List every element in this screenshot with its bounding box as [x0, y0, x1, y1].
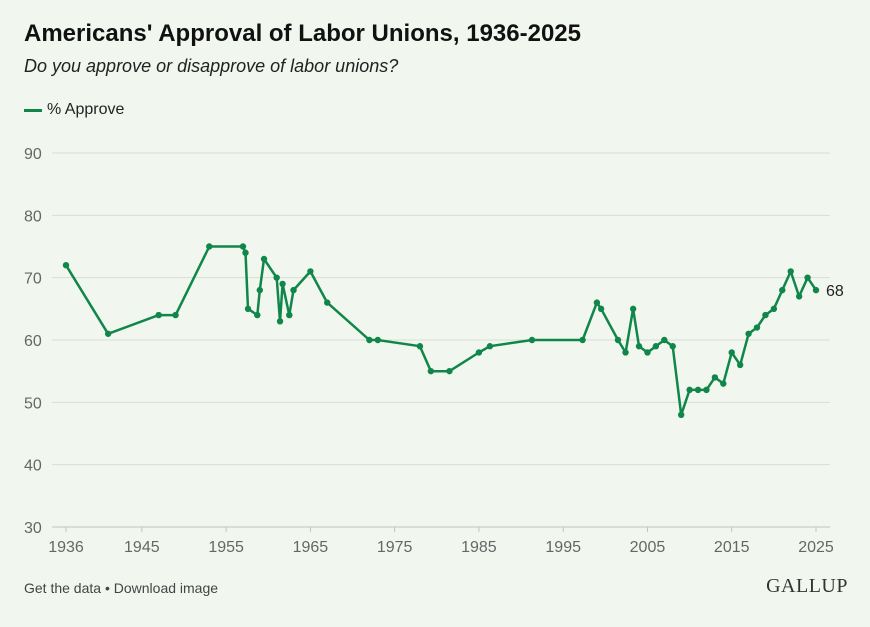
data-point: [787, 268, 794, 275]
get-data-link[interactable]: Get the data: [24, 580, 102, 596]
data-point: [804, 274, 811, 281]
y-tick-label: 50: [24, 395, 42, 412]
legend-label: % Approve: [47, 101, 125, 118]
series-line: [64, 245, 818, 417]
x-tick-label: 2015: [714, 539, 750, 556]
data-point: [622, 349, 629, 356]
data-point: [256, 286, 264, 294]
y-tick-label: 90: [24, 146, 42, 163]
data-point: [206, 243, 213, 250]
download-image-link[interactable]: Download image: [113, 580, 219, 596]
data-point: [155, 311, 162, 319]
x-tick-label: 1945: [124, 539, 160, 556]
data-point: [172, 311, 179, 319]
data-point: [239, 243, 247, 250]
data-point: [694, 386, 702, 394]
data-point: [286, 311, 293, 319]
data-point: [614, 336, 622, 344]
y-tick-label: 30: [24, 520, 42, 537]
x-tick-label: 1995: [545, 539, 581, 556]
x-tick-label: 2005: [630, 539, 666, 556]
data-point: [324, 299, 331, 306]
footer-separator: •: [104, 580, 110, 596]
data-point: [779, 286, 786, 294]
data-point: [244, 305, 252, 313]
data-point: [579, 336, 586, 344]
data-point: [290, 286, 297, 294]
data-point: [728, 349, 735, 356]
data-point: [635, 343, 643, 350]
x-tick-label: 2025: [798, 539, 834, 556]
data-point: [427, 367, 435, 375]
data-point: [753, 324, 761, 331]
y-tick-label: 60: [24, 333, 42, 350]
data-point: [528, 336, 536, 344]
data-point: [762, 311, 769, 319]
x-tick-label: 1936: [48, 539, 84, 556]
data-point: [795, 293, 803, 300]
chart-legend: % Approve: [24, 101, 124, 119]
data-point: [669, 343, 676, 350]
x-tick-label: 1955: [208, 539, 244, 556]
data-point: [366, 336, 373, 344]
data-point: [597, 305, 605, 313]
data-point: [260, 255, 268, 263]
x-tick-label: 1975: [377, 539, 413, 556]
data-point: [62, 262, 70, 269]
end-value-label: 68: [826, 283, 844, 300]
data-point: [629, 305, 637, 313]
data-point: [644, 349, 651, 356]
data-point: [486, 343, 494, 350]
data-point: [242, 249, 249, 256]
y-tick-label: 70: [24, 271, 42, 288]
data-point: [276, 318, 284, 325]
data-point: [812, 286, 820, 294]
legend-line-swatch: [24, 108, 42, 112]
y-tick-label: 80: [24, 208, 42, 225]
gallup-logo: GALLUP: [766, 575, 848, 597]
data-point: [677, 411, 685, 418]
data-point: [770, 305, 778, 313]
x-tick-label: 1985: [461, 539, 497, 556]
data-point: [736, 361, 744, 369]
data-point: [661, 336, 668, 344]
data-point: [273, 274, 280, 281]
footer-links: Get the data • Download image: [24, 580, 218, 596]
data-point: [254, 311, 261, 319]
data-point: [593, 299, 601, 306]
data-point: [279, 280, 286, 288]
data-point: [475, 349, 483, 356]
chart-title: Americans' Approval of Labor Unions, 193…: [24, 20, 581, 47]
data-point: [703, 386, 710, 394]
data-point: [374, 336, 381, 344]
data-point: [652, 343, 660, 350]
data-point: [416, 343, 424, 350]
data-point: [686, 386, 693, 394]
data-point: [446, 367, 453, 375]
data-point: [720, 380, 727, 387]
data-point: [104, 330, 112, 337]
data-point: [745, 330, 752, 337]
y-tick-label: 40: [24, 458, 42, 475]
chart-subtitle: Do you approve or disapprove of labor un…: [24, 56, 399, 76]
data-point: [307, 268, 314, 275]
data-point: [711, 374, 719, 381]
x-tick-label: 1965: [293, 539, 329, 556]
